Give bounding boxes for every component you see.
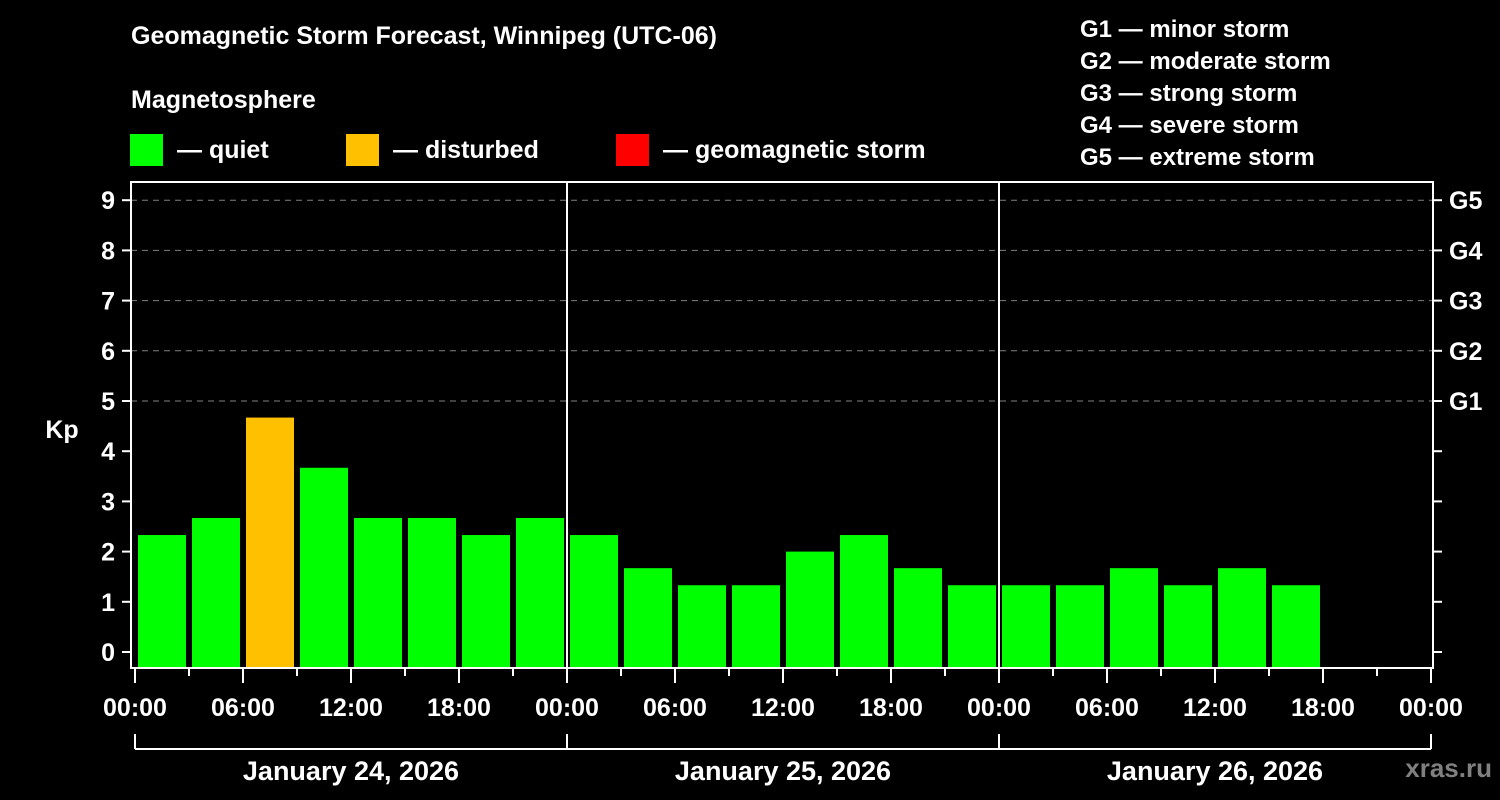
axes: 0 1 2 3 4 5 6 7 8 9 G1 G2 G3 G4 G5 00:00 06:00 12:00 18:00…	[101, 181, 1482, 786]
legend-disturbed-label: — disturbed	[393, 135, 539, 164]
g-scale-item: G5 — extreme storm	[1080, 144, 1315, 171]
g-scale-legend: G1 — minor storm G2 — moderate storm G3 …	[1080, 14, 1331, 174]
y-axis-label: Kp	[45, 416, 78, 444]
g-level-label: G2	[1449, 338, 1482, 366]
legend-quiet-label: — quiet	[177, 135, 269, 164]
kp-bar	[1272, 585, 1320, 668]
y-tick-label: 7	[101, 288, 115, 316]
kp-bar	[1002, 585, 1050, 668]
kp-bar	[840, 535, 888, 668]
x-tick-label: 00:00	[1399, 694, 1463, 722]
kp-bar	[624, 568, 672, 668]
g-level-label: G5	[1449, 187, 1482, 215]
x-tick-label: 18:00	[859, 694, 923, 722]
y-tick-label: 2	[101, 539, 115, 567]
kp-bar	[192, 517, 240, 668]
y-tick-label: 9	[101, 187, 115, 215]
g-level-label: G4	[1449, 237, 1482, 265]
storm-swatch	[616, 134, 649, 166]
x-tick-label: 00:00	[967, 694, 1031, 722]
x-tick-label: 06:00	[1075, 694, 1139, 722]
legend-quiet: — quiet	[130, 133, 269, 167]
kp-bar	[948, 585, 996, 668]
g-scale-item: G3 — strong storm	[1080, 80, 1298, 107]
bars	[138, 417, 1320, 668]
y-tick-label: 4	[101, 438, 115, 466]
chart-title: Geomagnetic Storm Forecast, Winnipeg (UT…	[131, 22, 717, 50]
kp-bar	[732, 585, 780, 668]
g-level-label: G1	[1449, 388, 1482, 416]
legend-disturbed: — disturbed	[346, 133, 539, 167]
kp-bar	[138, 535, 186, 668]
x-tick-label: 06:00	[211, 694, 275, 722]
x-tick-label: 18:00	[1291, 694, 1355, 722]
kp-bar	[462, 535, 510, 668]
y-tick-label: 5	[101, 388, 115, 416]
legend-storm-label: — geomagnetic storm	[663, 135, 926, 164]
g-scale-item: G1 — minor storm	[1080, 16, 1290, 43]
kp-bar	[1218, 568, 1266, 668]
x-tick-label: 00:00	[103, 694, 167, 722]
kp-bar	[786, 551, 834, 668]
date-label: January 26, 2026	[1107, 756, 1323, 786]
date-label: January 25, 2026	[675, 756, 891, 786]
legend-title: Magnetosphere	[131, 86, 316, 114]
legend-storm: — geomagnetic storm	[616, 133, 926, 167]
x-tick-label: 12:00	[1183, 694, 1247, 722]
g-level-label: G3	[1449, 288, 1482, 316]
kp-bar	[1110, 568, 1158, 668]
x-tick-label: 12:00	[751, 694, 815, 722]
g-scale-item: G4 — severe storm	[1080, 112, 1299, 139]
y-tick-label: 6	[101, 338, 115, 366]
kp-bar	[894, 568, 942, 668]
x-tick-label: 18:00	[427, 694, 491, 722]
watermark: xras.ru	[1405, 753, 1492, 783]
date-label: January 24, 2026	[243, 756, 459, 786]
kp-bar	[1164, 585, 1212, 668]
x-tick-label: 06:00	[643, 694, 707, 722]
kp-bar	[354, 517, 402, 668]
kp-bar	[1056, 585, 1104, 668]
disturbed-swatch	[346, 134, 379, 166]
y-tick-label: 1	[101, 589, 115, 617]
kp-bar	[516, 517, 564, 668]
y-tick-label: 0	[101, 639, 115, 667]
quiet-swatch	[130, 134, 163, 166]
kp-bar	[678, 585, 726, 668]
kp-bar	[300, 467, 348, 668]
x-tick-label: 12:00	[319, 694, 383, 722]
kp-bar	[246, 417, 294, 668]
kp-bar	[570, 535, 618, 668]
kp-bar	[408, 517, 456, 668]
grid-lines	[131, 199, 1433, 402]
x-tick-label: 00:00	[535, 694, 599, 722]
y-tick-label: 8	[101, 237, 115, 265]
y-tick-label: 3	[101, 488, 115, 516]
g-scale-item: G2 — moderate storm	[1080, 48, 1331, 75]
